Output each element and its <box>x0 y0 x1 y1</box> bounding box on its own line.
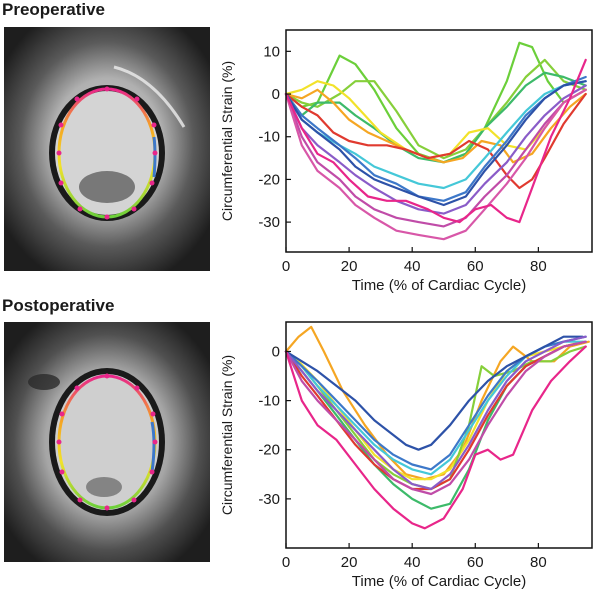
x-tick-label: 0 <box>282 258 290 275</box>
series-line-11 <box>284 88 587 228</box>
series-line-12 <box>284 88 587 241</box>
series-line-8 <box>284 335 584 451</box>
series-line-7 <box>284 80 587 190</box>
series-line-9 <box>284 335 587 491</box>
plot-frame <box>285 29 593 253</box>
y-tick-label: 0 <box>272 86 280 103</box>
y-tick-label: -30 <box>258 491 280 508</box>
series-line-10 <box>284 340 587 496</box>
x-tick-label: 60 <box>467 554 484 571</box>
y-tick-label: 10 <box>263 43 280 60</box>
series-line-8 <box>284 75 587 202</box>
x-tick-label: 20 <box>341 554 358 571</box>
x-tick-label: 80 <box>530 258 547 275</box>
plot-frame <box>285 321 593 549</box>
series-line-9 <box>284 80 587 207</box>
preoperative-mri-image <box>4 27 210 271</box>
y-tick-label: -10 <box>258 129 280 146</box>
postoperative-mri-image <box>4 322 210 562</box>
x-tick-label: 40 <box>404 258 421 275</box>
x-axis-label: Time (% of Cardiac Cycle) <box>352 573 526 590</box>
y-tick-label: -30 <box>258 214 280 231</box>
series-line-11 <box>284 345 587 530</box>
series-line-10 <box>284 84 587 215</box>
series-line-5 <box>284 88 587 164</box>
y-axis-label: Circumferential Strain (%) <box>219 355 235 515</box>
x-tick-label: 20 <box>341 258 358 275</box>
series-line-6 <box>284 92 587 190</box>
x-tick-label: 40 <box>404 554 421 571</box>
postoperative-strain-chart: 0 20 40 60 80 0 -10 -20 -30 Time (% of Cardiac Cy… <box>218 296 596 596</box>
series-line-2 <box>284 58 587 160</box>
x-tick-label: 0 <box>282 554 290 571</box>
series-line-2 <box>284 340 584 481</box>
y-tick-label: -10 <box>258 393 280 410</box>
x-tick-label: 60 <box>467 258 484 275</box>
x-axis-label: Time (% of Cardiac Cycle) <box>352 277 526 294</box>
y-tick-label: 0 <box>272 343 280 360</box>
y-axis-label: Circumferential Strain (%) <box>219 61 235 221</box>
postoperative-title: Postoperative <box>2 296 115 315</box>
y-tick-label: -20 <box>258 171 280 188</box>
preoperative-strain-chart: 0 20 40 60 80 10 0 -10 -20 -30 Time (% of Cardiac … <box>218 0 596 300</box>
series-line-13 <box>284 58 587 224</box>
y-tick-label: -20 <box>258 442 280 459</box>
series-line-3 <box>284 71 587 164</box>
preoperative-title: Preoperative <box>2 0 105 19</box>
x-tick-label: 80 <box>530 554 547 571</box>
